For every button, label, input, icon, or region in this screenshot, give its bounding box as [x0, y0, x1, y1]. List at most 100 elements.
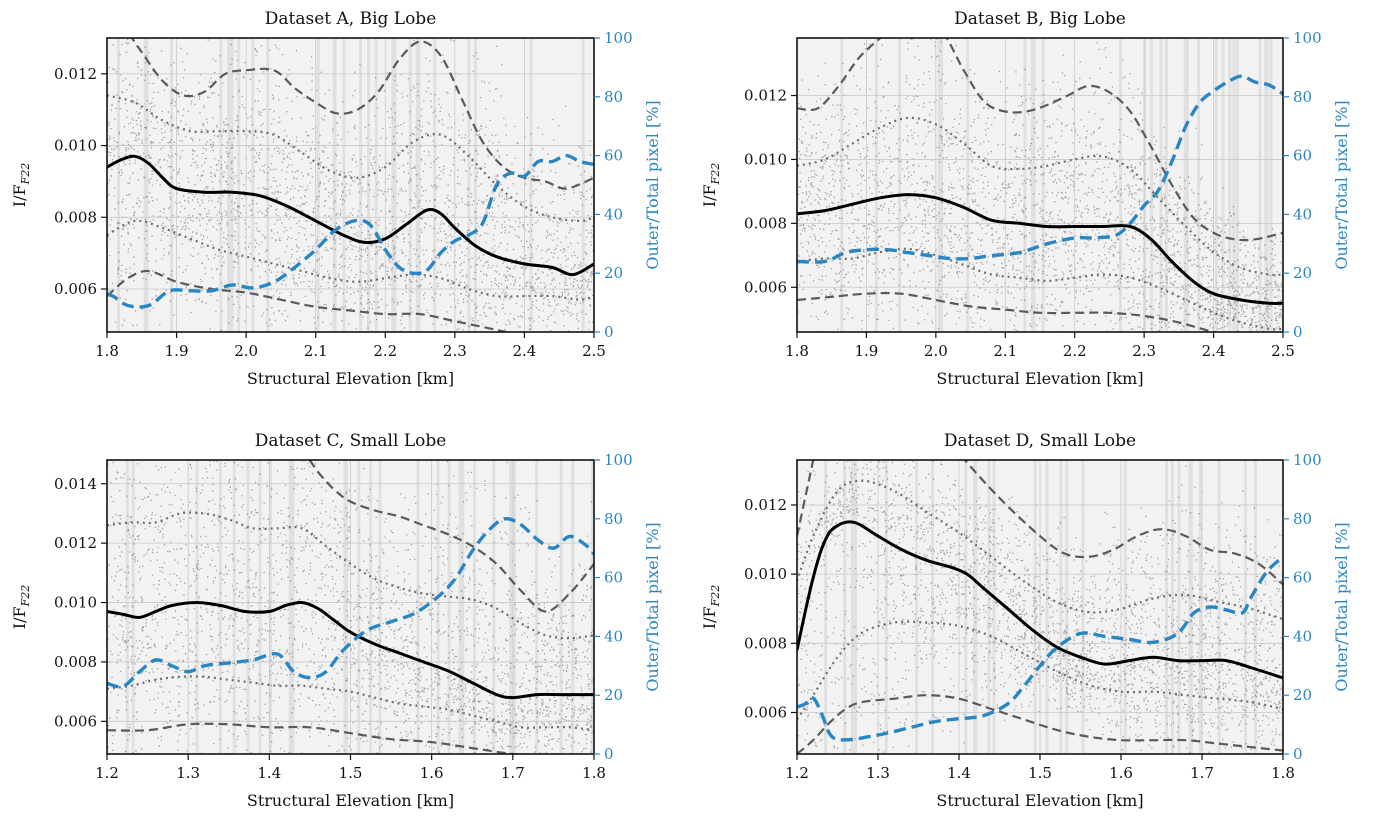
pixel-scatter	[797, 38, 1283, 332]
y-tick-label: 0.006	[54, 280, 97, 298]
y2-tick-label: 40	[604, 627, 623, 645]
scatter-streaks	[125, 460, 594, 754]
pixel-scatter	[107, 38, 594, 332]
x-tick-label: 1.8	[1271, 764, 1295, 782]
x-tick-label: 1.3	[866, 764, 890, 782]
x-tick-label: 1.8	[785, 342, 809, 360]
y-tick-label: 0.012	[54, 65, 97, 83]
x-tick-label: 2.1	[993, 342, 1017, 360]
y-axis-label: I/FF22	[700, 585, 722, 629]
y2-tick-label: 0	[1293, 323, 1303, 341]
x-axis-label: Structural Elevation [km]	[247, 791, 454, 810]
y2-tick-label: 100	[604, 29, 633, 47]
y2-tick-label: 20	[1293, 686, 1312, 704]
x-tick-label: 1.5	[339, 764, 363, 782]
x-tick-label: 1.2	[785, 764, 809, 782]
x-tick-label: 1.4	[947, 764, 971, 782]
x-tick-label: 1.8	[95, 342, 119, 360]
y-axis-label-main: I/F	[10, 184, 29, 207]
y-axis-label-main: I/F	[700, 184, 719, 207]
y2-tick-label: 100	[1293, 451, 1322, 469]
quantile-dotted-upper-line	[797, 479, 1283, 621]
panel-dataset-d: 1.2 1.3 1.4 1.5 1.6 1.7 1.8 0.006 0.008 0.010 0.01…	[700, 431, 1351, 810]
y-axis-label-subscript: F22	[709, 163, 722, 186]
outer-fraction-line	[107, 516, 594, 689]
y2-tick-label: 80	[604, 88, 623, 106]
x-tick-label: 2.0	[234, 342, 258, 360]
y-tick-label: 0.008	[54, 208, 97, 226]
x-tick-label: 1.8	[582, 764, 606, 782]
x-tick-label: 1.2	[95, 764, 119, 782]
y2-tick-label: 60	[1293, 147, 1312, 165]
outer-fraction-line	[107, 153, 594, 309]
x-tick-label: 2.4	[512, 342, 536, 360]
y2-tick-label: 60	[604, 147, 623, 165]
y2-axis-label: Outer/Total pixel [%]	[1332, 100, 1351, 269]
x-tick-label: 1.9	[165, 342, 189, 360]
median-line	[797, 193, 1283, 305]
x-tick-label: 1.7	[1190, 764, 1214, 782]
median-line	[797, 520, 1283, 680]
y-tick-label: 0.006	[744, 278, 787, 296]
quantile-dotted-upper-line	[107, 94, 594, 222]
quantile-dashed-upper-line	[797, 460, 1283, 586]
chart-title: Dataset D, Small Lobe	[944, 431, 1136, 451]
y-axis-label: I/FF22	[10, 163, 32, 207]
quantile-dotted-upper-line	[107, 511, 594, 640]
y2-axis-label: Outer/Total pixel [%]	[643, 522, 662, 691]
panel-dataset-c: 1.2 1.3 1.4 1.5 1.6 1.7 1.8 0.006 0.008 0.010 0.01…	[10, 431, 662, 810]
y2-tick-label: 60	[1293, 569, 1312, 587]
y2-tick-label: 0	[604, 745, 614, 763]
y2-tick-label: 80	[1293, 510, 1312, 528]
x-tick-label: 1.7	[501, 764, 525, 782]
y2-tick-label: 20	[604, 686, 623, 704]
y2-tick-label: 40	[1293, 205, 1312, 223]
y2-tick-label: 60	[604, 569, 623, 587]
chart-title: Dataset B, Big Lobe	[954, 9, 1126, 29]
x-tick-label: 2.3	[1132, 342, 1156, 360]
x-tick-label: 2.2	[373, 342, 397, 360]
x-tick-label: 1.9	[854, 342, 878, 360]
quantile-dashed-lower-line	[797, 291, 1219, 332]
x-tick-label: 1.5	[1028, 764, 1052, 782]
plot-background	[797, 38, 1283, 332]
x-tick-label: 1.6	[420, 764, 444, 782]
y-tick-label: 0.006	[744, 703, 787, 721]
quantile-dashed-upper-line	[797, 38, 1283, 242]
y-tick-label: 0.012	[744, 496, 787, 514]
y-tick-label: 0.010	[744, 150, 787, 168]
panel-dataset-a: 1.8 1.9 2.0 2.1 2.2 2.3 2.4 2.5 0.006 0.008 0.010 0…	[10, 9, 662, 388]
y-tick-label: 0.008	[744, 634, 787, 652]
y-axis-label-subscript: F22	[709, 585, 722, 608]
x-axis-label: Structural Elevation [km]	[936, 369, 1143, 388]
y2-tick-label: 80	[604, 510, 623, 528]
x-tick-label: 1.3	[176, 764, 200, 782]
y-axis-label: I/FF22	[10, 585, 32, 629]
scatter-streaks	[840, 38, 1273, 332]
quantile-dashed-lower-line	[107, 722, 524, 754]
scatter-streaks	[824, 460, 1257, 754]
y2-tick-label: 40	[604, 205, 623, 223]
y2-tick-label: 100	[1293, 29, 1322, 47]
y2-tick-label: 20	[1293, 264, 1312, 282]
y2-tick-label: 40	[1293, 627, 1312, 645]
y-tick-label: 0.006	[54, 712, 97, 730]
y-tick-label: 0.010	[54, 137, 97, 155]
x-tick-label: 2.0	[924, 342, 948, 360]
y2-tick-label: 20	[604, 264, 623, 282]
quantile-dotted-lower-line	[797, 247, 1283, 331]
y-axis-label-subscript: F22	[19, 163, 32, 186]
x-tick-label: 2.3	[443, 342, 467, 360]
y2-tick-label: 100	[604, 451, 633, 469]
y-axis-label-main: I/F	[700, 606, 719, 629]
quantile-dashed-lower-line	[797, 694, 1283, 754]
y2-tick-label: 0	[1293, 745, 1303, 763]
x-tick-label: 2.5	[582, 342, 606, 360]
median-line	[107, 154, 594, 277]
quantile-dashed-upper-line	[308, 460, 594, 613]
x-tick-label: 1.6	[1109, 764, 1133, 782]
y-tick-label: 0.008	[744, 214, 787, 232]
outer-fraction-line	[797, 74, 1283, 264]
outer-fraction-line	[797, 555, 1283, 742]
quantile-dashed-lower-line	[107, 269, 512, 332]
